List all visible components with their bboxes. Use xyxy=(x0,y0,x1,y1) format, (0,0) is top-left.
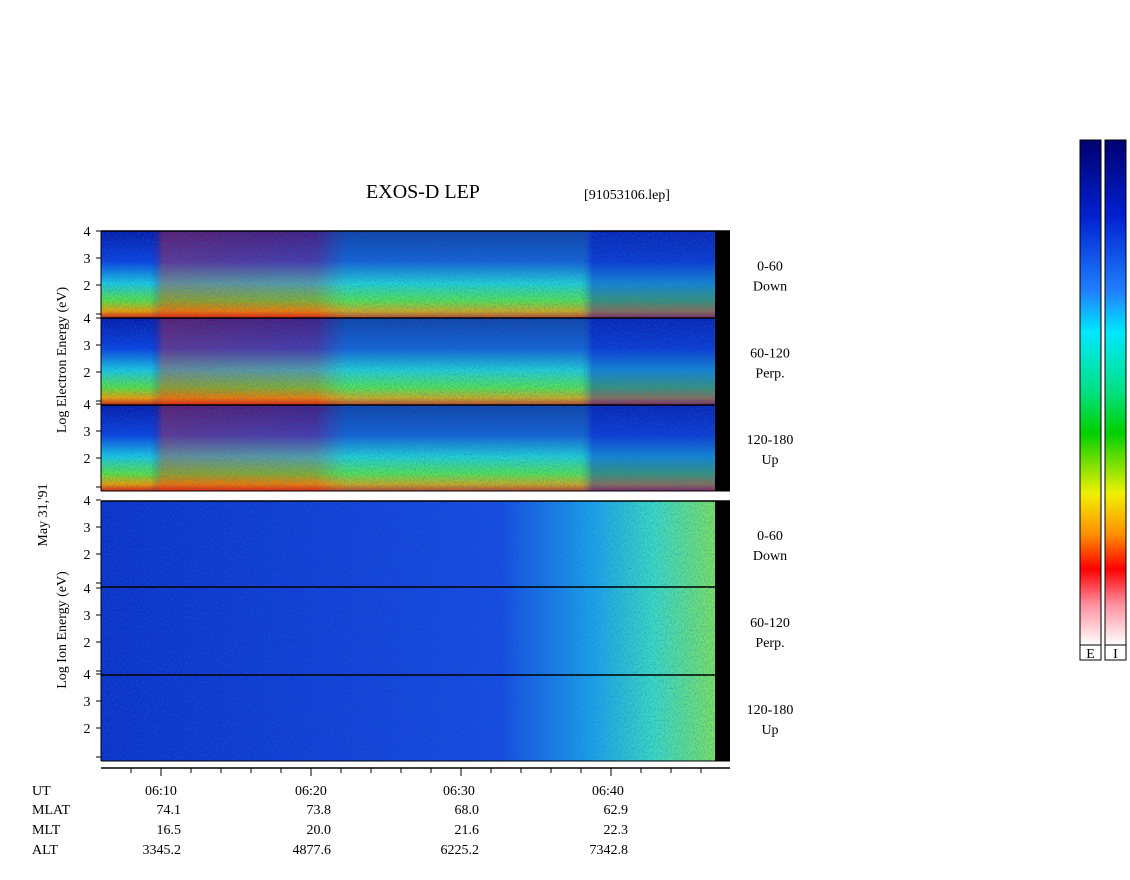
energy-tick-label: 2 xyxy=(84,636,91,651)
color-bar-label-box xyxy=(1079,644,1102,661)
energy-tick-label: 3 xyxy=(84,521,91,536)
energy-tick-label: 2 xyxy=(84,722,91,737)
energy-tick-label: 3 xyxy=(84,425,91,440)
panel-angle-label: 0-60 xyxy=(757,260,783,275)
ephemeris-value: 73.8 xyxy=(307,803,332,818)
panel-angle-label: 60-120 xyxy=(750,616,790,631)
color-bar xyxy=(1079,139,1102,646)
energy-tick-label: 3 xyxy=(84,252,91,267)
ephemeris-label: MLT xyxy=(32,823,61,838)
energy-tick-label: 3 xyxy=(84,339,91,354)
ephemeris-value: 21.6 xyxy=(455,823,480,838)
panel-direction-label: Down xyxy=(753,549,787,564)
color-bar-label-box xyxy=(1104,644,1127,661)
ephemeris-value: 7342.8 xyxy=(590,843,629,858)
energy-tick-label: 2 xyxy=(84,452,91,467)
ephemeris-value: 68.0 xyxy=(455,803,480,818)
ephemeris-value: 20.0 xyxy=(307,823,332,838)
energy-tick-label: 4 xyxy=(84,312,91,327)
panel-direction-label: Up xyxy=(761,453,778,468)
spectrogram-noise xyxy=(101,318,715,405)
panel-angle-label: 120-180 xyxy=(747,703,794,718)
title: EXOS-D LEP xyxy=(366,181,480,203)
ephemeris-value: 6225.2 xyxy=(441,843,480,858)
data-gap xyxy=(715,318,730,405)
energy-tick-label: 2 xyxy=(84,366,91,381)
ion-axis-label: Log Ion Energy (eV) xyxy=(55,571,70,689)
energy-tick-label: 3 xyxy=(84,609,91,624)
data-gap xyxy=(715,405,730,491)
panel-angle-label: 60-120 xyxy=(750,347,790,362)
panel-direction-label: Down xyxy=(753,280,787,295)
energy-tick-label: 2 xyxy=(84,279,91,294)
panel-direction-label: Up xyxy=(761,723,778,738)
spectrogram-noise xyxy=(101,501,715,587)
spectrogram-noise xyxy=(101,405,715,491)
panel-direction-label: Perp. xyxy=(755,636,784,651)
ephemeris-value: 22.3 xyxy=(604,823,629,838)
time-tick-label: 06:20 xyxy=(295,784,327,799)
data-gap xyxy=(715,501,730,587)
time-tick-label: 06:40 xyxy=(592,784,624,799)
energy-tick-label: 4 xyxy=(84,225,91,240)
data-gap xyxy=(715,231,730,318)
file-name: [91053106.lep] xyxy=(584,188,670,203)
panel-angle-label: 120-180 xyxy=(747,433,794,448)
spectrogram-noise xyxy=(101,675,715,761)
ephemeris-value: 4877.6 xyxy=(293,843,332,858)
ephemeris-value: 62.9 xyxy=(604,803,629,818)
energy-tick-label: 4 xyxy=(84,668,91,683)
color-bar-label: I xyxy=(1113,647,1118,662)
color-bar-label: E xyxy=(1086,647,1095,662)
energy-tick-label: 4 xyxy=(84,582,91,597)
ephemeris-label: MLAT xyxy=(32,803,71,818)
ephemeris-value: 16.5 xyxy=(157,823,182,838)
ephemeris-label: ALT xyxy=(32,843,58,858)
energy-tick-label: 4 xyxy=(84,398,91,413)
energy-tick-label: 4 xyxy=(84,494,91,509)
ephemeris-value: 74.1 xyxy=(157,803,182,818)
color-bar xyxy=(1104,139,1127,646)
time-tick-label: 06:30 xyxy=(443,784,475,799)
electron-axis-label: Log Electron Energy (eV) xyxy=(55,287,70,434)
panel-direction-label: Perp. xyxy=(755,367,784,382)
date-label: May 31,'91 xyxy=(36,483,51,546)
panel-angle-label: 0-60 xyxy=(757,529,783,544)
time-tick-label: 06:10 xyxy=(145,784,177,799)
ephemeris-value: 3345.2 xyxy=(143,843,182,858)
energy-tick-label: 3 xyxy=(84,695,91,710)
spectrogram-noise xyxy=(101,231,715,318)
energy-tick-label: 2 xyxy=(84,548,91,563)
data-gap xyxy=(715,587,730,675)
data-gap xyxy=(715,675,730,761)
ephemeris-label: UT xyxy=(32,784,51,799)
spectrogram-noise xyxy=(101,587,715,675)
